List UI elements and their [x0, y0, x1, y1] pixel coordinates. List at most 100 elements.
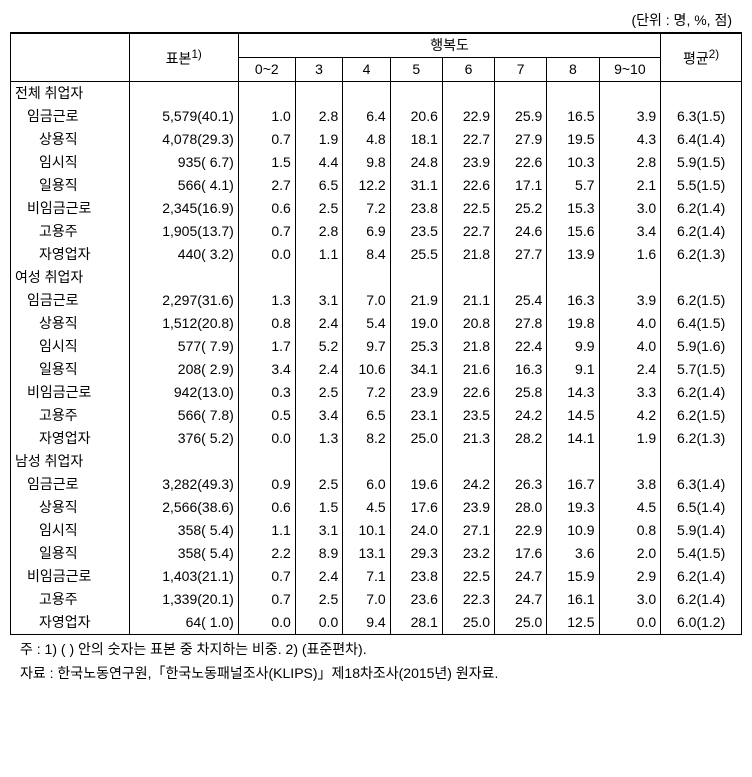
value-cell: 2.5 [295, 588, 342, 611]
value-cell: 24.7 [495, 588, 547, 611]
empty-cell [129, 82, 238, 106]
avg-cell: 5.5(1.5) [661, 174, 742, 197]
value-cell: 0.0 [295, 611, 342, 635]
value-cell: 10.3 [547, 151, 599, 174]
sample-cell: 440( 3.2) [129, 243, 238, 266]
value-cell: 21.3 [442, 427, 494, 450]
value-cell: 22.3 [442, 588, 494, 611]
value-cell: 22.9 [495, 519, 547, 542]
value-cell: 18.1 [390, 128, 442, 151]
value-cell: 3.1 [295, 289, 342, 312]
value-cell: 16.3 [547, 289, 599, 312]
value-cell: 26.3 [495, 473, 547, 496]
avg-cell: 6.2(1.3) [661, 427, 742, 450]
value-cell: 2.8 [295, 220, 342, 243]
value-cell: 25.4 [495, 289, 547, 312]
value-cell: 1.9 [295, 128, 342, 151]
value-cell: 3.4 [599, 220, 661, 243]
sample-cell: 2,297(31.6) [129, 289, 238, 312]
value-cell: 23.8 [390, 565, 442, 588]
value-cell: 0.3 [238, 381, 295, 404]
avg-cell: 5.9(1.4) [661, 519, 742, 542]
value-cell: 2.5 [295, 473, 342, 496]
row-label: 고용주 [11, 588, 130, 611]
header-bucket-2: 4 [343, 58, 390, 82]
value-cell: 24.6 [495, 220, 547, 243]
value-cell: 2.5 [295, 381, 342, 404]
header-bucket-1: 3 [295, 58, 342, 82]
sample-cell: 64( 1.0) [129, 611, 238, 635]
header-bucket-4: 6 [442, 58, 494, 82]
row-label: 임금근로 [11, 473, 130, 496]
value-cell: 22.5 [442, 565, 494, 588]
value-cell: 2.4 [295, 358, 342, 381]
empty-cell [238, 82, 295, 106]
value-cell: 27.7 [495, 243, 547, 266]
value-cell: 13.9 [547, 243, 599, 266]
value-cell: 4.0 [599, 312, 661, 335]
sample-cell: 577( 7.9) [129, 335, 238, 358]
value-cell: 2.4 [599, 358, 661, 381]
footnote-1: 주 : 1) ( ) 안의 숫자는 표본 중 차지하는 비중. 2) (표준편차… [10, 639, 742, 659]
value-cell: 1.0 [238, 105, 295, 128]
row-label: 비임금근로 [11, 565, 130, 588]
value-cell: 1.3 [295, 427, 342, 450]
sample-cell: 358( 5.4) [129, 542, 238, 565]
value-cell: 15.6 [547, 220, 599, 243]
value-cell: 6.9 [343, 220, 390, 243]
value-cell: 1.5 [295, 496, 342, 519]
value-cell: 16.7 [547, 473, 599, 496]
empty-cell [547, 450, 599, 473]
avg-cell: 6.2(1.4) [661, 197, 742, 220]
data-table: 표본1) 행복도 평균2) 0~2 3 4 5 6 7 8 9~10 전체 취업… [10, 32, 742, 635]
value-cell: 22.7 [442, 220, 494, 243]
value-cell: 19.6 [390, 473, 442, 496]
value-cell: 2.5 [295, 197, 342, 220]
avg-cell: 6.4(1.4) [661, 128, 742, 151]
value-cell: 5.4 [343, 312, 390, 335]
unit-label: (단위 : 명, %, 점) [10, 10, 742, 30]
value-cell: 8.4 [343, 243, 390, 266]
value-cell: 22.6 [442, 381, 494, 404]
value-cell: 9.8 [343, 151, 390, 174]
header-sample: 표본1) [129, 33, 238, 82]
value-cell: 23.9 [390, 381, 442, 404]
value-cell: 7.1 [343, 565, 390, 588]
sample-cell: 358( 5.4) [129, 519, 238, 542]
row-label: 임시직 [11, 335, 130, 358]
sample-cell: 935( 6.7) [129, 151, 238, 174]
value-cell: 23.5 [442, 404, 494, 427]
value-cell: 25.2 [495, 197, 547, 220]
value-cell: 21.9 [390, 289, 442, 312]
row-label: 자영업자 [11, 611, 130, 635]
empty-cell [390, 82, 442, 106]
value-cell: 0.7 [238, 128, 295, 151]
value-cell: 1.3 [238, 289, 295, 312]
value-cell: 25.9 [495, 105, 547, 128]
value-cell: 0.8 [599, 519, 661, 542]
value-cell: 7.2 [343, 381, 390, 404]
row-label: 상용직 [11, 128, 130, 151]
value-cell: 28.2 [495, 427, 547, 450]
value-cell: 19.8 [547, 312, 599, 335]
value-cell: 3.1 [295, 519, 342, 542]
empty-cell [599, 266, 661, 289]
value-cell: 12.5 [547, 611, 599, 635]
empty-cell [495, 450, 547, 473]
value-cell: 4.0 [599, 335, 661, 358]
value-cell: 4.4 [295, 151, 342, 174]
value-cell: 2.0 [599, 542, 661, 565]
value-cell: 9.7 [343, 335, 390, 358]
value-cell: 23.9 [442, 151, 494, 174]
value-cell: 22.7 [442, 128, 494, 151]
empty-cell [661, 450, 742, 473]
empty-cell [599, 82, 661, 106]
empty-cell [238, 266, 295, 289]
value-cell: 6.5 [343, 404, 390, 427]
value-cell: 4.2 [599, 404, 661, 427]
value-cell: 29.3 [390, 542, 442, 565]
value-cell: 2.1 [599, 174, 661, 197]
footnote-2: 자료 : 한국노동연구원,「한국노동패널조사(KLIPS)」제18차조사(201… [10, 663, 742, 683]
empty-cell [495, 266, 547, 289]
row-label: 자영업자 [11, 243, 130, 266]
